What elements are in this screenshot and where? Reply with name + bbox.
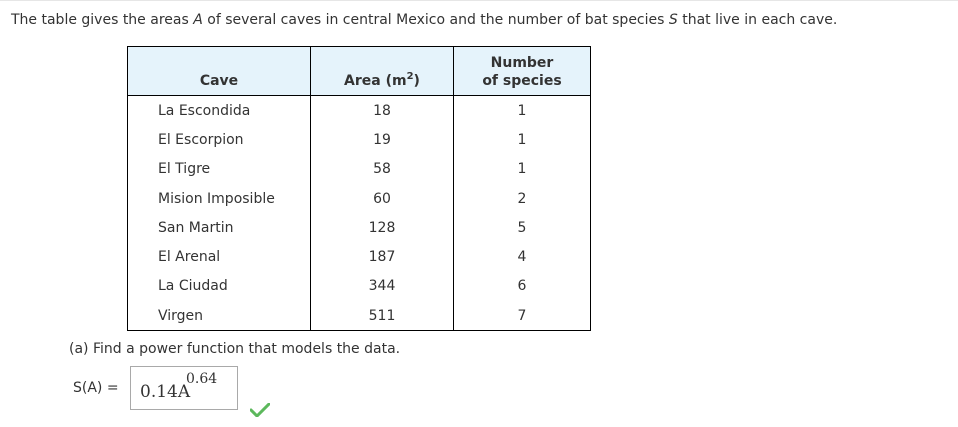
answer-coefficient: 0.14A [140, 382, 191, 402]
cell-area: 60 [310, 183, 454, 214]
top-divider [0, 0, 958, 1]
header-area: Area (m2) [310, 46, 454, 96]
cell-species: 1 [453, 154, 591, 184]
cell-cave-name: San Martin [127, 213, 311, 243]
cell-area: 19 [310, 125, 454, 155]
cell-cave-name: El Tigre [127, 154, 311, 184]
equals-sign: = [102, 380, 119, 396]
table-row: Virgen 511 7 [127, 301, 591, 332]
cell-area: 511 [310, 301, 454, 332]
cell-species: 5 [453, 213, 591, 243]
answer-label: S(A) = [73, 379, 119, 397]
header-cave: Cave [127, 46, 311, 96]
table-row: La Ciudad 344 6 [127, 271, 591, 302]
checkmark-icon [250, 403, 270, 417]
function-label: S(A) [73, 380, 103, 396]
table-row: El Arenal 187 4 [127, 242, 591, 272]
cell-cave-name: Virgen [127, 301, 311, 332]
cell-species: 6 [453, 271, 591, 302]
question-a: (a) Find a power function that models th… [69, 341, 401, 357]
table-header-row: Cave Area (m2) Number of species [127, 46, 591, 96]
cell-species: 7 [453, 301, 591, 332]
cell-species: 2 [453, 183, 591, 214]
table-row: San Martin 128 5 [127, 213, 591, 243]
cell-cave-name: Mision Imposible [127, 183, 311, 214]
cell-species: 1 [453, 125, 591, 155]
cell-area: 344 [310, 271, 454, 302]
intro-text-1: The table gives the areas [11, 12, 194, 28]
answer-field[interactable]: 0.14A 0.64 [130, 366, 238, 410]
cell-cave-name: La Ciudad [127, 271, 311, 302]
cell-species: 4 [453, 242, 591, 272]
intro-text-2: of several caves in central Mexico and t… [202, 12, 669, 28]
table-row: El Escorpion 19 1 [127, 125, 591, 155]
cell-cave-name: La Escondida [127, 95, 311, 126]
table-row: El Tigre 58 1 [127, 154, 591, 184]
cell-species: 1 [453, 95, 591, 126]
cell-area: 187 [310, 242, 454, 272]
var-a: A [193, 12, 203, 28]
answer-exponent: 0.64 [186, 371, 218, 387]
cell-area: 128 [310, 213, 454, 243]
cell-cave-name: El Arenal [127, 242, 311, 272]
var-s: S [668, 12, 678, 28]
caves-table: Cave Area (m2) Number of species La Escon… [127, 46, 591, 332]
intro-text-3: that live in each cave. [677, 12, 838, 28]
problem-intro: The table gives the areas A of several c… [11, 11, 837, 29]
table-row: La Escondida 18 1 [127, 95, 591, 126]
cell-area: 18 [310, 95, 454, 126]
header-number-of-species: Number of species [453, 46, 591, 96]
table-row: Mision Imposible 60 2 [127, 183, 591, 214]
cell-cave-name: El Escorpion [127, 125, 311, 155]
cell-area: 58 [310, 154, 454, 184]
